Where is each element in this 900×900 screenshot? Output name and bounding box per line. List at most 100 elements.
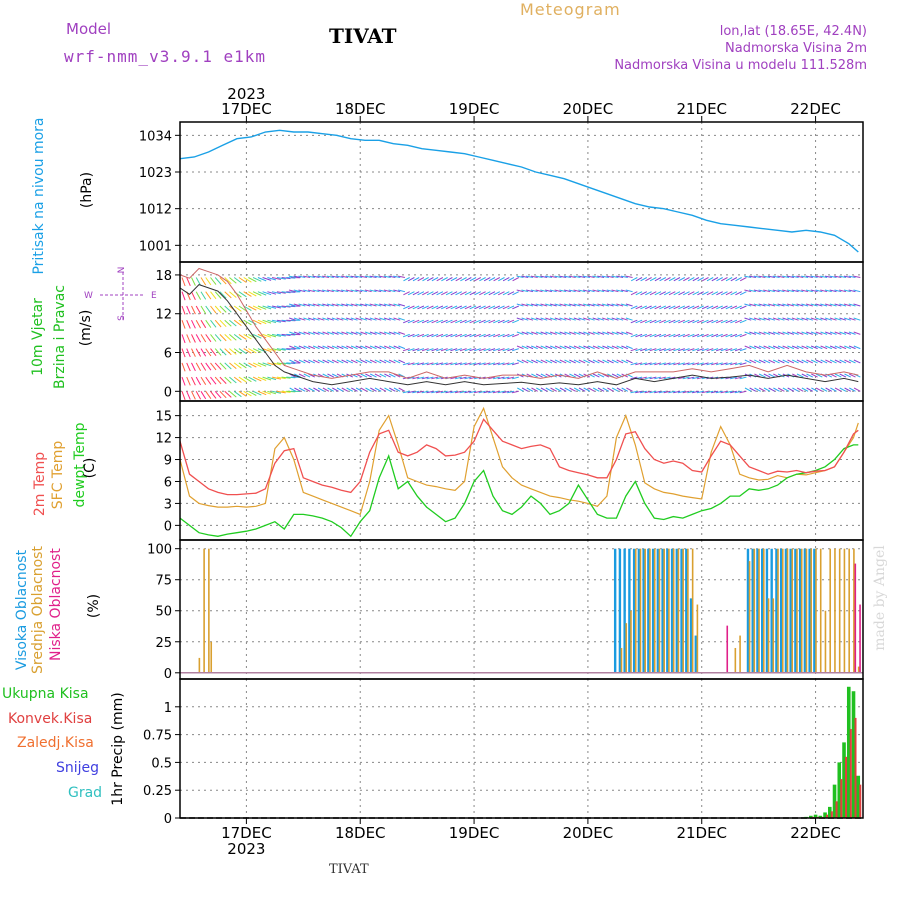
wind-barb [464,348,472,352]
wind-barb [436,348,444,352]
wind-barb [370,387,377,392]
y-tick-label: 0 [164,519,172,534]
wind-barb [327,359,335,364]
wind-barb [697,305,704,310]
wind-barb [479,277,486,282]
wind-barb [360,289,368,293]
wind-barb [668,348,676,352]
wind-barb [303,289,311,293]
wind-barb [200,376,207,385]
year-label-bottom: 2023 [227,840,265,858]
wind-barb [673,390,681,394]
wind-barb [289,345,296,350]
wind-barb [412,376,420,380]
wind-barb [205,348,212,357]
wind-barb [322,359,330,364]
wind-barb [350,289,358,293]
wind-barb [786,275,794,278]
wind-barb [616,303,624,307]
wind-barb [388,345,396,350]
wind-barb [483,291,491,296]
wind-barb [782,317,790,321]
wind-barb [331,289,339,293]
wind-barb [677,348,685,352]
wind-barb [630,305,638,310]
wind-barb [639,362,647,366]
wind-barb [417,291,425,296]
wind-barb [294,387,301,392]
wind-barb [257,319,267,325]
wind-barb [450,348,458,352]
wind-barb [810,317,818,321]
wind-barb [696,348,704,352]
wind-barb [341,303,349,307]
wind-barb [276,376,286,380]
wind-barb [210,291,217,300]
wind-barb [535,359,543,364]
wind-barb [550,373,557,378]
wind-barb [526,303,534,307]
wind-barb [426,362,434,366]
wind-barb [801,289,809,293]
wind-barb [248,376,257,382]
wind-barb [502,390,510,394]
wind-barb [844,345,851,350]
wind-barb [336,359,344,364]
wind-barb [210,319,217,328]
wind-barb [673,362,681,366]
wind-barb [687,376,695,380]
wind-barb [611,359,619,364]
precip-legend-total: Ukupna Kisa [2,686,89,702]
wind-barb [412,348,420,352]
wind-barb [238,362,247,369]
wind-barb [355,345,363,350]
wind-gust-line [179,267,859,379]
wind-barb [559,345,567,350]
wind-barb [383,303,391,307]
wind-barb [848,289,856,293]
wind-barb [573,331,581,335]
wind-barb [365,345,372,350]
wind-barb [829,289,837,293]
wind-barb [658,376,666,380]
wind-barb [417,319,425,324]
wind-barb [464,362,472,366]
wind-barb [815,275,823,278]
wind-barb [281,376,291,379]
wind-barb [682,390,690,394]
wind-barb [455,333,462,338]
wind-barb [630,333,638,338]
wind-barb [421,362,429,366]
grid-layer [180,122,863,819]
wind-barb [507,291,515,296]
wind-barb [412,305,420,310]
wind-barb [549,289,557,293]
wind-barb [483,319,491,324]
wind-barb [238,390,247,397]
wind-barb [393,317,401,321]
wind-barb [777,331,785,335]
wind-barb [431,362,439,366]
wind-barb [678,305,686,310]
wind-barb [267,333,277,338]
wind-barb [687,305,695,310]
wind-barb [554,331,562,335]
wind-barb [758,317,766,321]
wind-barb [445,291,453,296]
precip-bar-total [827,806,832,818]
wind-barb [592,387,600,392]
wind-barb [262,348,272,353]
wind-barb [502,277,510,282]
wind-barb [815,303,823,307]
wind-barb [313,387,320,392]
wind-barb [592,373,600,378]
wind-barb [815,387,823,392]
wind-barb [625,331,633,335]
wind-barb [233,305,242,312]
wind-barb [331,303,339,307]
wind-barb [559,359,567,364]
y-tick-label: 12 [155,308,172,323]
wind-barb [621,359,629,364]
wind-barb [450,319,458,324]
wind-barb [834,345,842,350]
